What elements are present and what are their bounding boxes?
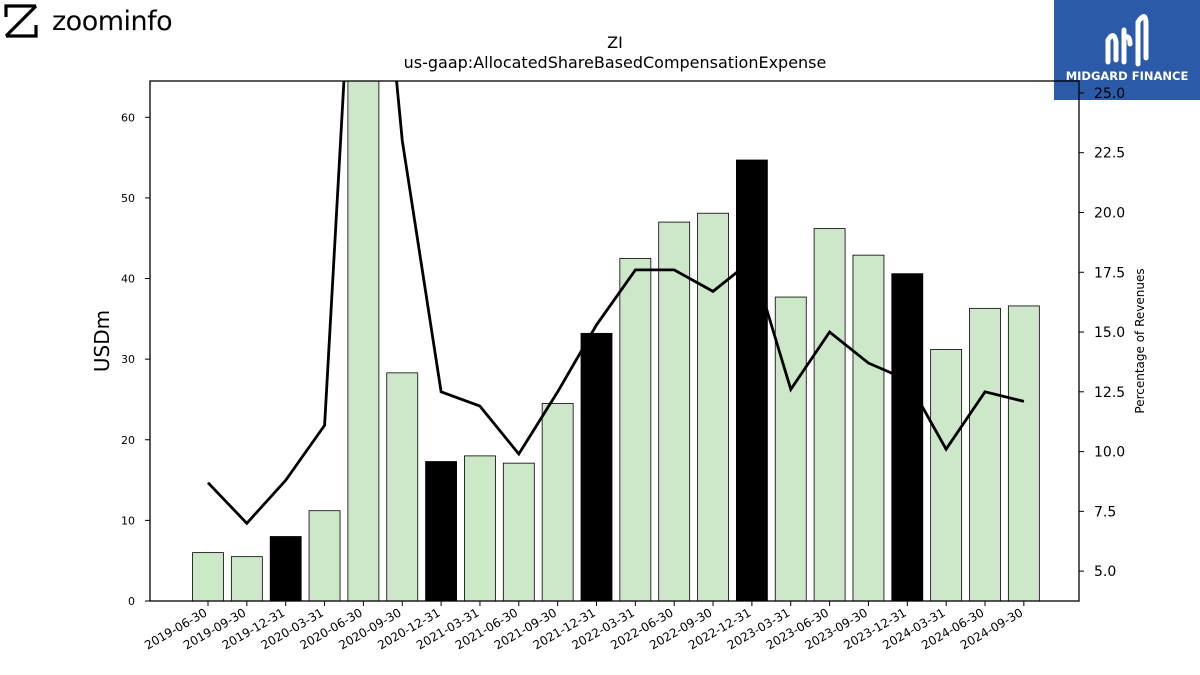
bar-2020-12-31	[425, 461, 458, 601]
x-axis: 2019-06-302019-09-302019-12-312020-03-31…	[142, 601, 1025, 652]
y2-tick-label: 17.5	[1094, 265, 1125, 281]
bar-2022-03-31	[619, 257, 652, 601]
y2-axis-label: Percentage of Revenues	[1133, 268, 1147, 413]
bar-2020-03-31	[308, 510, 341, 601]
bar-2021-12-31	[580, 332, 613, 601]
bar-2020-09-30	[386, 372, 419, 601]
y2-tick-label: 12.5	[1094, 385, 1125, 401]
bar-2023-06-30	[813, 228, 846, 601]
y2-tick-label: 15.0	[1094, 325, 1125, 341]
y2-tick-label: 25.0	[1094, 86, 1125, 102]
zoominfo-wordmark: zoominfo	[52, 5, 173, 37]
y-tick-label: 0	[128, 595, 135, 608]
bar-2024-03-31	[930, 349, 963, 601]
zoominfo-logo-icon	[4, 4, 38, 38]
bar-2019-06-30	[192, 552, 224, 601]
y2-tick-label: 5.0	[1094, 564, 1116, 580]
bar-2024-09-30	[1007, 305, 1040, 601]
y-tick-label: 30	[121, 353, 135, 366]
bar-2019-12-31	[269, 536, 302, 601]
y2-tick-label: 10.0	[1094, 445, 1125, 461]
y-tick-label: 60	[121, 111, 135, 124]
y-tick-label: 20	[121, 434, 135, 447]
bar-2023-12-31	[891, 273, 924, 601]
y2-tick-label: 22.5	[1094, 146, 1125, 162]
midgard-emblem-icon	[1105, 14, 1149, 67]
y-tick-label: 40	[121, 273, 135, 286]
y2-tick-label: 7.5	[1094, 504, 1116, 520]
y-axis: 0 10 20 30 40 50 60	[121, 111, 150, 608]
bar-2021-03-31	[464, 455, 496, 601]
bar-2021-06-30	[502, 462, 535, 601]
bar-2024-06-30	[969, 307, 1001, 601]
bar-2022-12-31	[736, 159, 768, 601]
chart-title: ZI	[607, 33, 623, 52]
y2-tick-label: 20.0	[1094, 205, 1125, 221]
bar-2019-09-30	[230, 556, 263, 601]
plot-frame	[149, 80, 1080, 602]
percentage-line	[206, 81, 1025, 526]
bar-2022-09-30	[697, 212, 729, 601]
midgard-finance-logo: MIDGARD FINANCE	[1054, 0, 1200, 100]
y-axis-label: USDm	[90, 310, 114, 372]
bar-2023-03-31	[774, 296, 807, 601]
midgard-finance-wordmark: MIDGARD FINANCE	[1065, 69, 1189, 83]
y2-axis: 5.0 7.5 10.0 12.5 15.0 17.5 20.0 22.5 25.0	[1079, 86, 1125, 580]
bar-2021-09-30	[541, 403, 574, 601]
bars-layer	[192, 81, 1040, 601]
y-tick-label: 10	[121, 514, 135, 527]
y-tick-label: 50	[121, 192, 135, 205]
chart-subtitle: us-gaap:AllocatedShareBasedCompensationE…	[404, 53, 827, 72]
bar-2022-06-30	[658, 221, 691, 601]
bar-2023-09-30	[852, 254, 885, 601]
line-layer	[206, 81, 1025, 526]
bar-2020-06-30	[347, 81, 380, 601]
zoominfo-logo: zoominfo	[4, 4, 173, 38]
